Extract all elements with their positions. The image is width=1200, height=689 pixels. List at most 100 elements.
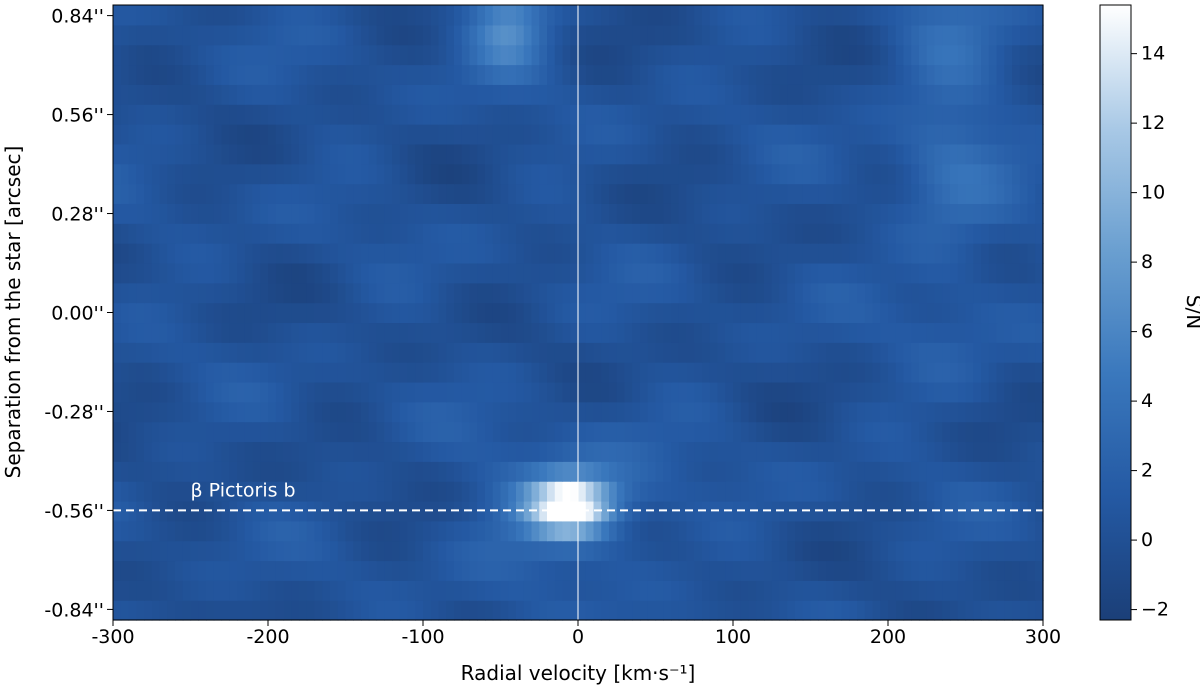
heatmap-cell bbox=[965, 104, 974, 125]
heatmap-cell bbox=[469, 520, 478, 542]
heatmap-cell bbox=[330, 560, 339, 581]
heatmap-cell bbox=[764, 362, 773, 383]
heatmap-cell bbox=[508, 520, 517, 542]
heatmap-cell bbox=[508, 540, 517, 562]
heatmap-cell bbox=[787, 143, 796, 165]
heatmap-cell bbox=[616, 481, 626, 502]
heatmap-cell bbox=[175, 163, 184, 185]
heatmap-cell bbox=[756, 302, 765, 324]
heatmap-cell bbox=[981, 461, 990, 482]
heatmap-cell bbox=[895, 381, 905, 403]
heatmap-cell bbox=[368, 461, 378, 482]
heatmap-cell bbox=[268, 540, 277, 562]
heatmap-cell bbox=[849, 223, 858, 244]
heatmap-cell bbox=[585, 84, 595, 105]
heatmap-cell bbox=[485, 461, 494, 482]
heatmap-cell bbox=[353, 84, 362, 105]
heatmap-cell bbox=[492, 183, 502, 204]
heatmap-cell bbox=[996, 163, 1005, 185]
heatmap-cell bbox=[128, 302, 137, 324]
heatmap-cell bbox=[671, 381, 680, 403]
heatmap-cell bbox=[237, 600, 246, 621]
heatmap-cell bbox=[616, 302, 626, 324]
heatmap-cell bbox=[128, 540, 137, 562]
heatmap-cell bbox=[531, 302, 540, 324]
heatmap-cell bbox=[128, 262, 137, 284]
heatmap-cell bbox=[508, 44, 517, 66]
heatmap-cell bbox=[950, 362, 959, 383]
heatmap-cell bbox=[1027, 520, 1036, 542]
heatmap-cell bbox=[469, 183, 478, 204]
heatmap-cell bbox=[508, 362, 517, 383]
heatmap-cell bbox=[841, 600, 850, 621]
heatmap-cell bbox=[151, 381, 161, 403]
heatmap-cell bbox=[516, 203, 525, 224]
heatmap-cell bbox=[996, 203, 1005, 224]
heatmap-cell bbox=[275, 481, 285, 502]
heatmap-cell bbox=[430, 421, 440, 443]
heatmap-cell bbox=[423, 24, 432, 46]
heatmap-cell bbox=[182, 560, 192, 581]
heatmap-cell bbox=[756, 401, 765, 423]
heatmap-cell bbox=[1004, 203, 1013, 224]
heatmap-cell bbox=[213, 520, 223, 542]
heatmap-cell bbox=[151, 481, 161, 502]
heatmap-cell bbox=[950, 461, 959, 482]
heatmap-cell bbox=[609, 24, 618, 46]
heatmap-cell bbox=[454, 44, 463, 66]
heatmap-cell bbox=[547, 302, 556, 324]
heatmap-cell bbox=[330, 163, 339, 185]
heatmap-cell bbox=[547, 282, 556, 304]
heatmap-cell bbox=[942, 243, 951, 264]
heatmap-cell bbox=[1012, 381, 1021, 403]
heatmap-cell bbox=[740, 481, 750, 502]
heatmap-cell bbox=[438, 223, 447, 244]
heatmap-cell bbox=[384, 580, 393, 601]
heatmap-cell bbox=[384, 381, 393, 403]
heatmap-cell bbox=[213, 124, 223, 145]
heatmap-cell bbox=[182, 44, 192, 66]
heatmap-cell bbox=[306, 362, 316, 383]
heatmap-cell bbox=[260, 84, 269, 105]
heatmap-cell bbox=[655, 104, 664, 125]
heatmap-cell bbox=[547, 203, 556, 224]
heatmap-cell bbox=[260, 500, 269, 522]
heatmap-cell bbox=[268, 441, 277, 462]
heatmap-cell bbox=[647, 143, 657, 165]
heatmap-cell bbox=[849, 481, 858, 502]
heatmap-cell bbox=[678, 520, 688, 542]
heatmap-cell bbox=[725, 381, 734, 403]
heatmap-cell bbox=[849, 500, 858, 522]
heatmap-cell bbox=[446, 322, 455, 343]
heatmap-cell bbox=[640, 520, 649, 542]
heatmap-cell bbox=[872, 441, 881, 462]
heatmap-cell bbox=[678, 143, 688, 165]
heatmap-cell bbox=[919, 401, 928, 423]
heatmap-cell bbox=[663, 5, 672, 26]
heatmap-cell bbox=[547, 84, 556, 105]
heatmap-cell bbox=[996, 461, 1005, 482]
heatmap-cell bbox=[771, 262, 781, 284]
heatmap-cell bbox=[1035, 104, 1044, 125]
heatmap-cell bbox=[996, 520, 1005, 542]
heatmap-cell bbox=[702, 84, 711, 105]
heatmap-cell bbox=[942, 203, 951, 224]
heatmap-cell bbox=[423, 84, 432, 105]
heatmap-cell bbox=[1012, 24, 1021, 46]
heatmap-cell bbox=[988, 500, 998, 522]
heatmap-cell bbox=[384, 560, 393, 581]
heatmap-cell bbox=[957, 520, 967, 542]
heatmap-cell bbox=[957, 421, 967, 443]
heatmap-cell bbox=[609, 441, 618, 462]
heatmap-cell bbox=[981, 381, 990, 403]
heatmap-cell bbox=[392, 481, 401, 502]
heatmap-cell bbox=[1012, 262, 1021, 284]
heatmap-cell bbox=[748, 163, 757, 185]
heatmap-cell bbox=[756, 5, 765, 26]
heatmap-cell bbox=[919, 243, 928, 264]
heatmap-cell bbox=[438, 104, 447, 125]
heatmap-cell bbox=[911, 5, 920, 26]
heatmap-cell bbox=[547, 520, 556, 542]
heatmap-cell bbox=[663, 262, 672, 284]
heatmap-cell bbox=[872, 64, 881, 85]
